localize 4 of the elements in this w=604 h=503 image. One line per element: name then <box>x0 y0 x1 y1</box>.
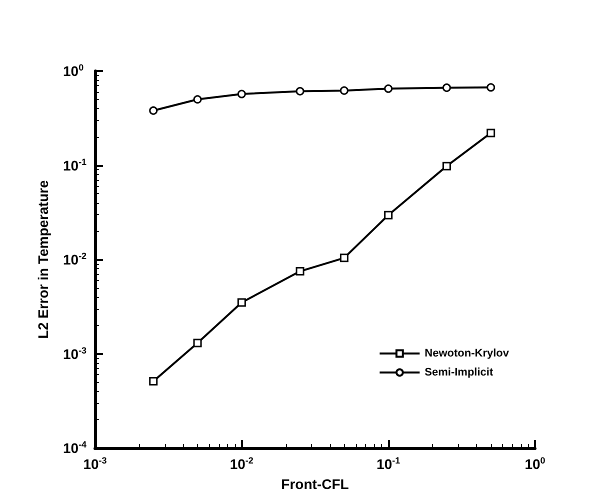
legend-label: Semi-Implicit <box>424 366 494 378</box>
y-axis-title: L2 Error in Temperature <box>35 180 51 339</box>
legend-label: Newoton-Krylov <box>424 348 510 360</box>
x-axis-title: Front-CFL <box>281 476 350 492</box>
